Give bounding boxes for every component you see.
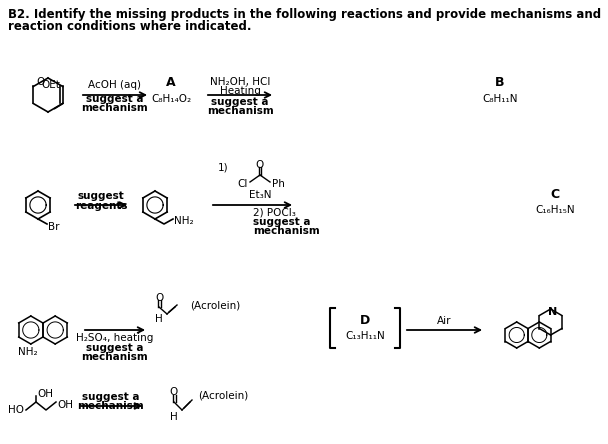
Text: B: B — [496, 76, 505, 90]
Text: 1): 1) — [218, 162, 229, 172]
Text: mechanism: mechanism — [81, 352, 148, 362]
Text: Heating: Heating — [219, 86, 260, 96]
Text: reagents: reagents — [75, 201, 127, 211]
Text: C₁₆H₁₅N: C₁₆H₁₅N — [535, 205, 575, 215]
Text: H: H — [155, 314, 163, 324]
Text: D: D — [360, 313, 370, 326]
Text: suggest a: suggest a — [86, 343, 143, 353]
Text: suggest: suggest — [78, 191, 125, 201]
Text: mechanism: mechanism — [207, 106, 274, 116]
Text: AcOH (aq): AcOH (aq) — [89, 80, 142, 90]
Text: H₂SO₄, heating: H₂SO₄, heating — [77, 333, 154, 343]
Text: O: O — [170, 387, 178, 397]
Text: H: H — [170, 412, 178, 422]
Text: Air: Air — [437, 316, 452, 326]
Text: 2) POCl₃: 2) POCl₃ — [253, 208, 296, 218]
Text: reaction conditions where indicated.: reaction conditions where indicated. — [8, 20, 252, 33]
Text: suggest a: suggest a — [253, 217, 311, 227]
Text: suggest a: suggest a — [86, 94, 143, 104]
Text: C: C — [550, 189, 559, 202]
Text: Cl: Cl — [238, 179, 248, 189]
Text: OH: OH — [37, 389, 53, 399]
Text: Et₃N: Et₃N — [249, 190, 271, 200]
Text: O: O — [36, 77, 45, 87]
Text: B2. Identify the missing products in the following reactions and provide mechani: B2. Identify the missing products in the… — [8, 8, 601, 21]
Text: C₈H₁₁N: C₈H₁₁N — [482, 94, 518, 104]
Text: NH₂: NH₂ — [174, 216, 193, 226]
Text: OEt: OEt — [41, 79, 60, 90]
Text: mechanism: mechanism — [253, 226, 320, 236]
Text: HO: HO — [8, 405, 24, 415]
Text: OH: OH — [57, 400, 73, 410]
Text: suggest a: suggest a — [211, 97, 269, 107]
Text: mechanism: mechanism — [78, 401, 144, 411]
Text: O: O — [256, 160, 264, 170]
Text: C₈H₁₄O₂: C₈H₁₄O₂ — [151, 94, 191, 104]
Text: NH₂: NH₂ — [18, 347, 38, 357]
Text: N: N — [548, 307, 558, 317]
Text: Ph: Ph — [272, 179, 285, 189]
Text: NH₂OH, HCl: NH₂OH, HCl — [210, 77, 270, 87]
Text: O: O — [156, 293, 164, 303]
Text: (Acrolein): (Acrolein) — [198, 391, 248, 401]
Text: mechanism: mechanism — [81, 103, 148, 113]
Text: Br: Br — [48, 222, 60, 232]
Text: C₁₃H₁₁N: C₁₃H₁₁N — [345, 331, 385, 341]
Text: (Acrolein): (Acrolein) — [190, 300, 240, 310]
Text: A: A — [166, 76, 176, 90]
Text: suggest a: suggest a — [82, 392, 140, 402]
